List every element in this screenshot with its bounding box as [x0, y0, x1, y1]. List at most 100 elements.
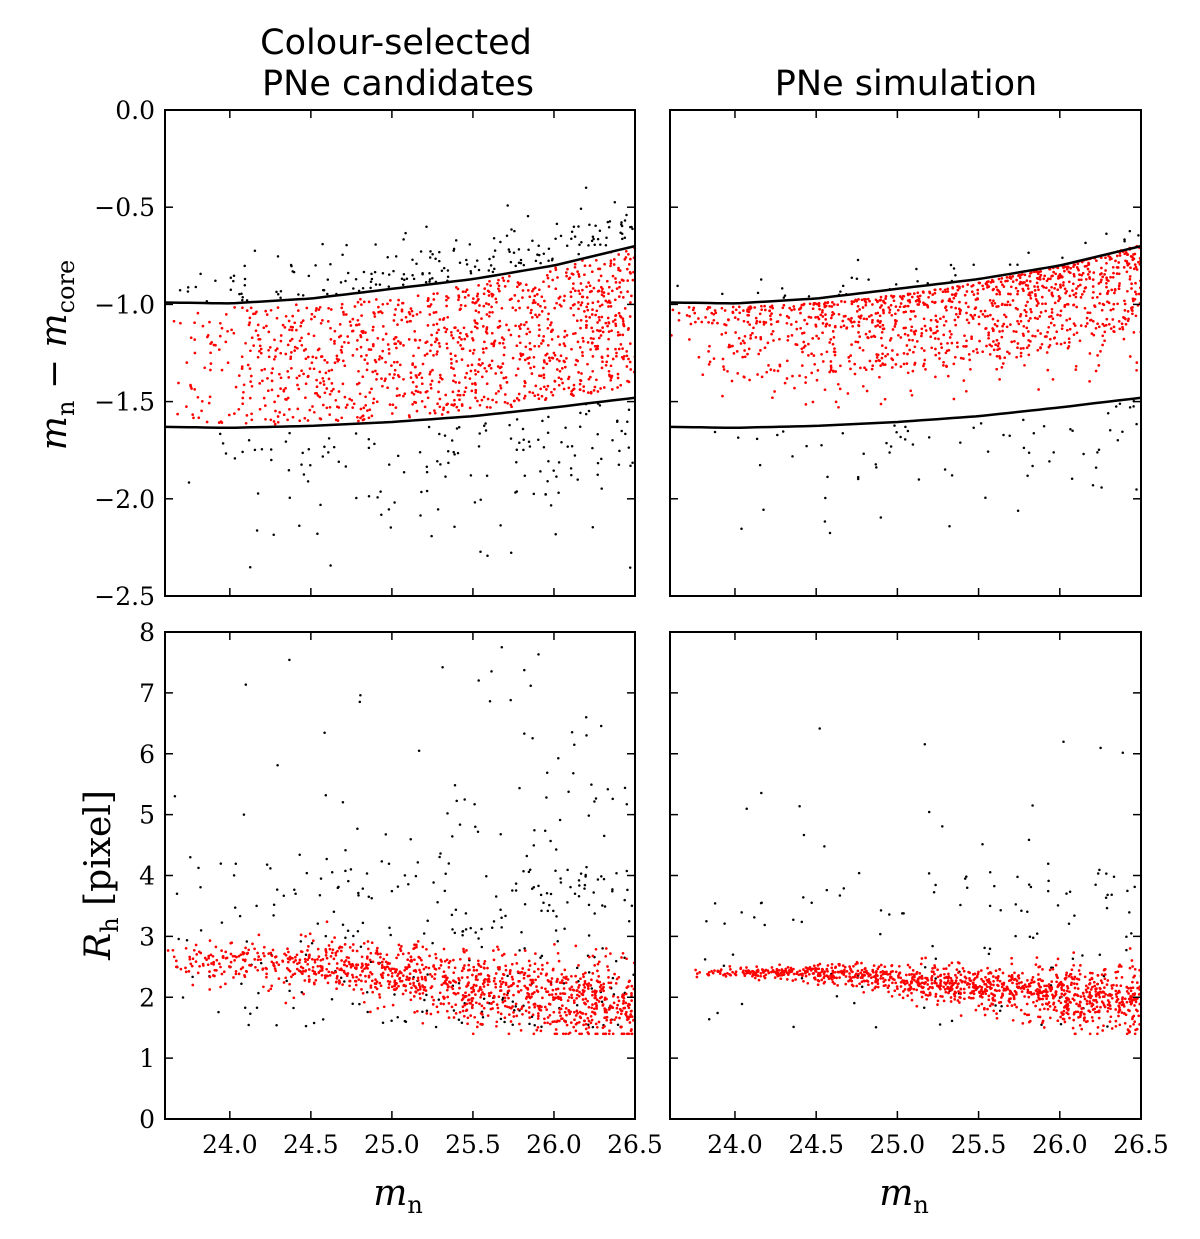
red-point — [307, 968, 311, 971]
red-point — [288, 982, 291, 986]
red-point — [361, 414, 365, 418]
red-point — [1115, 976, 1118, 980]
red-point — [530, 308, 533, 312]
red-point — [1021, 332, 1025, 336]
red-point — [1025, 279, 1029, 282]
red-point — [1075, 331, 1079, 335]
red-point — [380, 377, 383, 380]
black-point — [596, 878, 600, 881]
red-point — [340, 416, 344, 420]
red-point — [1072, 272, 1076, 276]
red-point — [327, 369, 331, 373]
red-point — [270, 954, 274, 958]
black-point — [825, 888, 829, 892]
red-point — [1088, 1000, 1092, 1003]
black-point — [194, 285, 198, 289]
red-point — [376, 336, 380, 340]
red-point — [1072, 303, 1076, 307]
black-point — [446, 449, 450, 453]
red-point — [898, 295, 902, 298]
red-point — [1074, 368, 1078, 371]
red-point — [783, 381, 787, 385]
red-point — [992, 340, 995, 343]
red-point — [229, 941, 233, 945]
black-point — [492, 237, 496, 240]
red-point — [582, 975, 585, 979]
red-point — [745, 966, 748, 969]
red-point — [861, 306, 865, 309]
red-point — [308, 367, 312, 370]
red-point — [310, 312, 314, 316]
red-point — [317, 308, 321, 311]
red-point — [286, 418, 289, 422]
red-point — [329, 326, 332, 330]
red-point — [465, 949, 468, 952]
red-point — [565, 357, 568, 360]
red-point — [858, 308, 861, 311]
black-point — [511, 889, 514, 892]
red-point — [508, 972, 512, 976]
black-point — [238, 914, 242, 918]
red-point — [445, 298, 448, 302]
black-point — [575, 1004, 579, 1007]
red-point — [578, 292, 582, 296]
red-point — [940, 300, 944, 303]
red-point — [406, 958, 410, 962]
red-point — [428, 305, 432, 308]
red-point — [591, 301, 595, 305]
red-point — [588, 284, 592, 288]
red-point — [535, 315, 539, 319]
red-point — [758, 320, 762, 324]
red-point — [482, 351, 485, 354]
red-point — [472, 969, 476, 972]
black-point — [1069, 428, 1072, 431]
red-point — [401, 952, 405, 956]
red-point — [1058, 297, 1062, 301]
red-point — [491, 310, 494, 314]
red-point — [243, 974, 246, 977]
black-point — [1108, 429, 1112, 432]
red-point — [418, 997, 422, 1000]
black-point — [241, 298, 244, 302]
black-point — [439, 463, 442, 466]
red-point — [393, 373, 396, 376]
red-point — [473, 319, 477, 322]
black-point — [580, 240, 583, 244]
red-point — [377, 305, 380, 309]
red-point — [588, 316, 592, 319]
red-point — [962, 357, 965, 360]
red-point — [343, 963, 346, 967]
red-point — [586, 362, 589, 366]
red-point — [577, 301, 580, 304]
red-point — [380, 964, 384, 967]
red-point — [452, 367, 455, 371]
red-point — [1073, 324, 1077, 327]
red-point — [591, 369, 595, 373]
black-point — [740, 1002, 744, 1006]
red-point — [539, 972, 543, 975]
black-point — [441, 665, 444, 669]
red-point — [375, 987, 379, 991]
red-point — [858, 982, 861, 986]
red-point — [1019, 273, 1023, 277]
red-point — [379, 310, 382, 313]
red-point — [889, 303, 893, 307]
red-point — [490, 305, 493, 309]
red-point — [385, 953, 389, 957]
red-point — [626, 290, 629, 293]
red-point — [926, 983, 930, 986]
red-point — [496, 1006, 500, 1010]
black-point — [438, 250, 441, 254]
red-point — [330, 382, 334, 385]
red-point — [460, 338, 463, 341]
red-point — [624, 249, 628, 253]
black-point — [396, 885, 400, 888]
red-point — [589, 984, 593, 987]
black-point — [606, 788, 610, 791]
red-point — [615, 977, 619, 981]
red-point — [548, 993, 551, 997]
black-point — [473, 265, 477, 268]
black-point — [627, 920, 631, 923]
red-point — [502, 279, 506, 282]
black-point — [838, 894, 842, 897]
